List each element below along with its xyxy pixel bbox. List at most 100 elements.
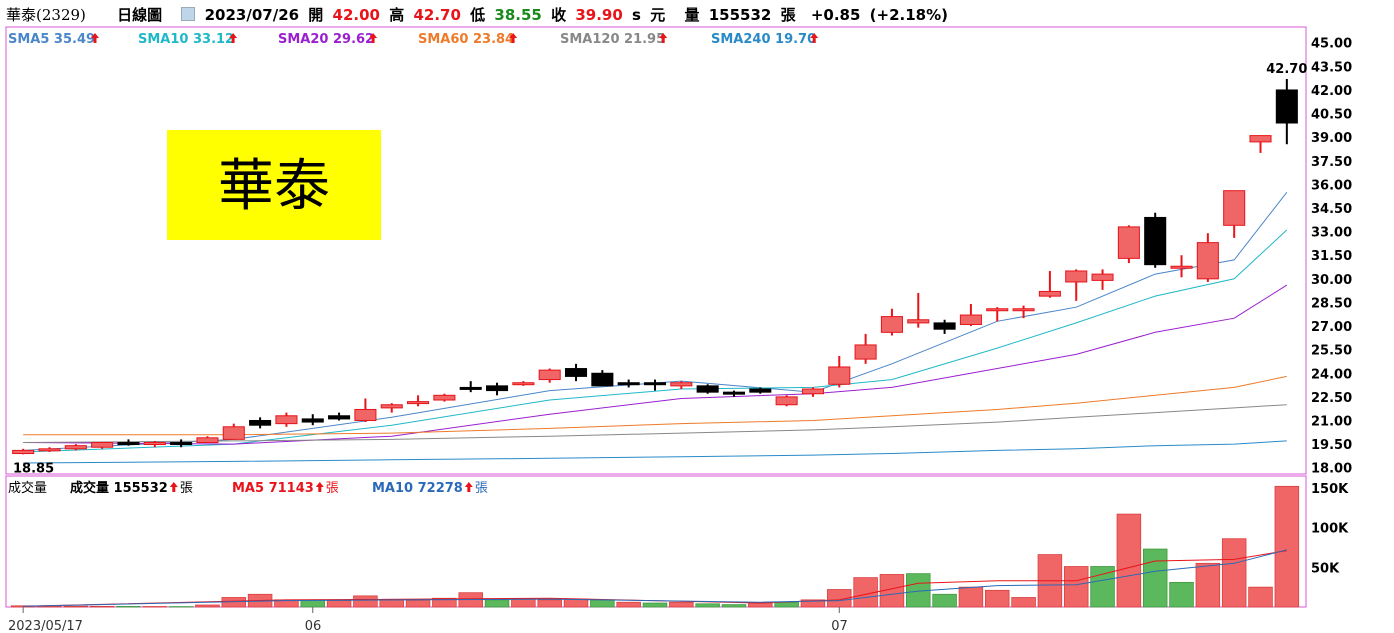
candle[interactable] — [1012, 305, 1035, 319]
price-tick-label: 36.00 — [1311, 178, 1352, 193]
candle[interactable] — [880, 308, 903, 336]
candle-body — [1144, 216, 1167, 266]
candle[interactable] — [1223, 190, 1246, 238]
ma-legend-sma10: SMA10 33.12 — [138, 32, 234, 47]
candle[interactable] — [564, 363, 588, 382]
candle[interactable] — [64, 444, 87, 451]
watermark-text: 華泰 — [218, 154, 330, 219]
close-label: 收 — [551, 6, 567, 24]
candle[interactable] — [828, 355, 851, 388]
ma-legend-sma240: SMA240 19.70 — [711, 32, 816, 47]
price-tick-label: 25.50 — [1311, 344, 1352, 359]
price-tick-label: 28.50 — [1311, 296, 1352, 311]
change-value: +0.85 — [810, 6, 861, 24]
price-tick-label: 34.50 — [1311, 202, 1352, 217]
candle[interactable] — [328, 412, 351, 421]
price-tick-label: 27.00 — [1311, 320, 1352, 335]
candle[interactable] — [275, 412, 298, 427]
candle-body — [1223, 190, 1246, 226]
candle[interactable] — [143, 440, 166, 448]
candle[interactable] — [486, 382, 509, 396]
volume-value: 155532 — [708, 6, 772, 24]
candle[interactable] — [91, 442, 114, 449]
candle[interactable] — [617, 379, 640, 388]
candle-body — [828, 366, 851, 385]
candle-body — [512, 382, 535, 386]
candle[interactable] — [722, 390, 746, 397]
candle-body — [907, 319, 930, 324]
candle-body — [591, 372, 614, 387]
candle[interactable] — [301, 414, 324, 426]
candle[interactable] — [196, 436, 219, 444]
candle[interactable] — [512, 381, 535, 386]
volume-bar — [1090, 566, 1115, 608]
low-label: 低 — [470, 6, 486, 24]
volume-bar — [405, 600, 431, 608]
volume-panel-title: 成交量 — [8, 480, 47, 496]
candle-body — [1091, 273, 1114, 281]
chart-type: 日線圖 — [117, 6, 163, 24]
candle-body — [301, 418, 324, 423]
candle[interactable] — [1091, 269, 1114, 290]
volume-legend-value-unit: 張 — [180, 481, 193, 496]
candle[interactable] — [1275, 78, 1298, 145]
x-axis-label: 06 — [305, 619, 322, 633]
candle[interactable] — [433, 393, 456, 402]
candle[interactable] — [801, 387, 824, 397]
volume-legend-ma5: MA5 71143 — [232, 481, 314, 496]
candle[interactable] — [643, 379, 667, 391]
candle[interactable] — [222, 423, 245, 440]
candle[interactable] — [1249, 135, 1272, 153]
candle[interactable] — [354, 398, 377, 423]
candle[interactable] — [696, 384, 719, 394]
candle-body — [749, 388, 772, 393]
candle[interactable] — [670, 381, 693, 390]
candle[interactable] — [933, 319, 956, 334]
candle[interactable] — [38, 447, 61, 452]
candle[interactable] — [749, 387, 772, 394]
price-tick-label: 33.00 — [1311, 226, 1352, 241]
candle[interactable] — [538, 368, 561, 383]
candle[interactable] — [117, 439, 140, 446]
candle[interactable] — [1196, 233, 1219, 282]
candle-body — [64, 445, 87, 450]
candle[interactable] — [986, 307, 1009, 322]
open-value: 42.00 — [332, 6, 380, 24]
candle-body — [354, 408, 377, 421]
candle[interactable] — [407, 395, 430, 407]
price-tick-label: 40.50 — [1311, 108, 1352, 123]
candle[interactable] — [12, 448, 35, 455]
candle[interactable] — [249, 417, 272, 429]
candle[interactable] — [959, 304, 982, 327]
candle[interactable] — [1170, 255, 1193, 278]
candle-body — [1196, 242, 1219, 280]
stock-name: 華泰(2329) — [6, 6, 86, 24]
volume-legend-value: 成交量 155532 — [70, 480, 168, 496]
candle-body — [670, 382, 693, 387]
candle[interactable] — [170, 439, 193, 448]
volume-bar — [958, 586, 984, 608]
candle[interactable] — [1117, 225, 1140, 264]
candle[interactable] — [1144, 212, 1167, 268]
volume-bar — [1195, 562, 1221, 608]
checkbox-icon[interactable] — [181, 7, 196, 21]
candle-body — [117, 442, 140, 446]
volume-bar — [721, 604, 747, 608]
candle[interactable] — [775, 395, 798, 407]
volume-ma-line-ma10 — [23, 549, 1287, 607]
candle[interactable] — [907, 292, 930, 328]
candle[interactable] — [1038, 270, 1061, 298]
candle-body — [564, 368, 588, 377]
candle[interactable] — [380, 403, 403, 413]
volume-bar — [1011, 597, 1036, 608]
candle[interactable] — [854, 333, 877, 364]
candle-body — [222, 426, 245, 440]
up-arrow-icon — [659, 33, 668, 43]
candle[interactable] — [1065, 269, 1088, 301]
currency: 元 — [650, 6, 666, 24]
volume-legend-ma5-unit: 張 — [326, 481, 339, 496]
candle[interactable] — [459, 381, 482, 393]
volume-bar — [1274, 485, 1300, 608]
candle[interactable] — [591, 370, 614, 387]
